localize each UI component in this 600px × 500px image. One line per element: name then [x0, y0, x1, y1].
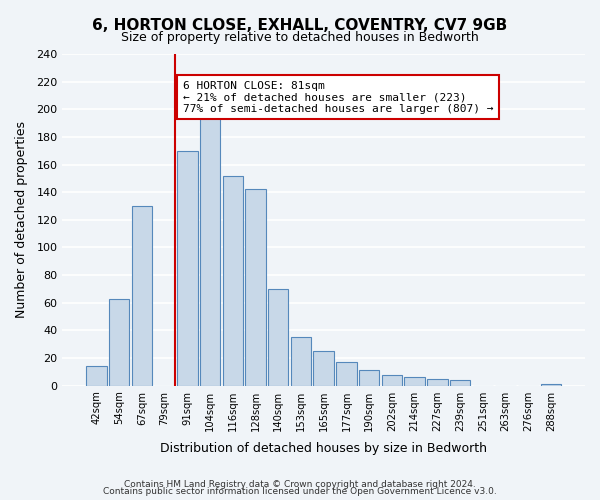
Bar	[359, 370, 379, 386]
Bar	[450, 380, 470, 386]
Bar	[336, 362, 356, 386]
Text: Contains public sector information licensed under the Open Government Licence v3: Contains public sector information licen…	[103, 487, 497, 496]
Bar	[245, 190, 266, 386]
Bar	[291, 338, 311, 386]
Bar	[541, 384, 561, 386]
Y-axis label: Number of detached properties: Number of detached properties	[15, 122, 28, 318]
Bar	[268, 289, 289, 386]
Bar	[382, 374, 402, 386]
Bar	[313, 351, 334, 386]
Bar	[109, 298, 130, 386]
Text: Contains HM Land Registry data © Crown copyright and database right 2024.: Contains HM Land Registry data © Crown c…	[124, 480, 476, 489]
Bar	[223, 176, 243, 386]
Bar	[177, 150, 197, 386]
X-axis label: Distribution of detached houses by size in Bedworth: Distribution of detached houses by size …	[160, 442, 487, 455]
Bar	[427, 378, 448, 386]
Text: 6, HORTON CLOSE, EXHALL, COVENTRY, CV7 9GB: 6, HORTON CLOSE, EXHALL, COVENTRY, CV7 9…	[92, 18, 508, 32]
Bar	[131, 206, 152, 386]
Text: 6 HORTON CLOSE: 81sqm
← 21% of detached houses are smaller (223)
77% of semi-det: 6 HORTON CLOSE: 81sqm ← 21% of detached …	[182, 80, 493, 114]
Bar	[404, 378, 425, 386]
Text: Size of property relative to detached houses in Bedworth: Size of property relative to detached ho…	[121, 31, 479, 44]
Bar	[86, 366, 107, 386]
Bar	[200, 112, 220, 386]
